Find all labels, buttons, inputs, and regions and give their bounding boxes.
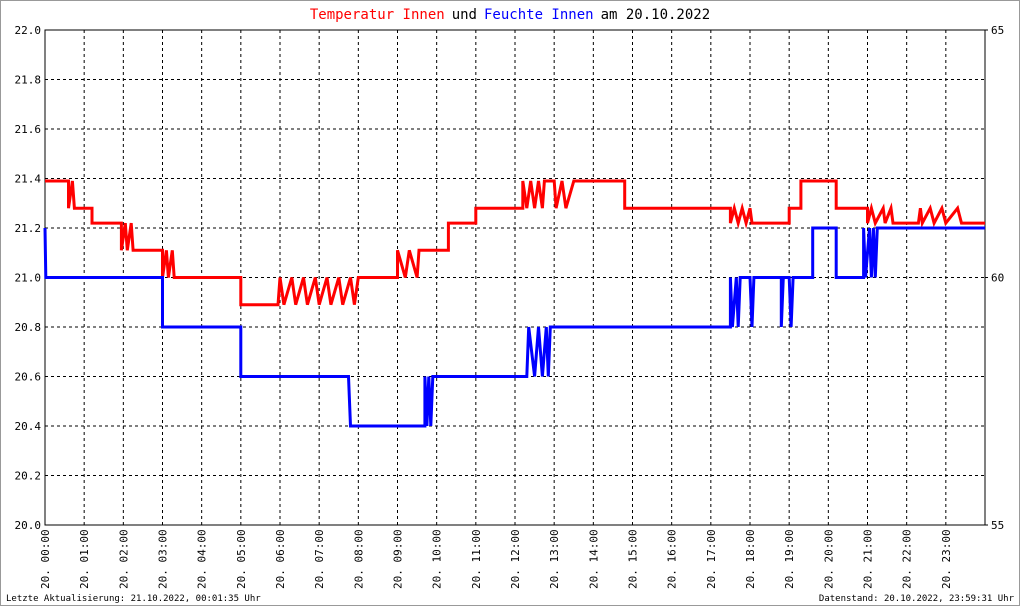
x-tick-label: 20. 05:00 <box>235 529 248 589</box>
y-tick-label: 21.4 <box>15 173 42 186</box>
x-tick-label: 20. 01:00 <box>78 529 91 589</box>
x-tick-label: 20. 07:00 <box>313 529 326 589</box>
y2-tick-label: 60 <box>991 272 1004 285</box>
x-tick-label: 20. 03:00 <box>157 529 170 589</box>
y-tick-label: 21.0 <box>15 272 42 285</box>
y-tick-label: 21.8 <box>15 74 42 87</box>
x-tick-label: 20. 21:00 <box>862 529 875 589</box>
x-tick-label: 20. 16:00 <box>666 529 679 589</box>
y-tick-label: 20.4 <box>15 420 42 433</box>
x-tick-label: 20. 04:00 <box>196 529 209 589</box>
x-tick-label: 20. 10:00 <box>431 529 444 589</box>
y-tick-label: 20.6 <box>15 371 42 384</box>
y-tick-label: 22.0 <box>15 24 42 37</box>
y-tick-label: 20.2 <box>15 470 42 483</box>
footer-left: Letzte Aktualisierung: 21.10.2022, 00:01… <box>6 594 261 604</box>
x-tick-label: 20. 12:00 <box>509 529 522 589</box>
y-tick-label: 20.8 <box>15 321 42 334</box>
y-tick-label: 21.6 <box>15 123 42 136</box>
footer-right: Datenstand: 20.10.2022, 23:59:31 Uhr <box>819 594 1015 604</box>
title-part: am 20.10.2022 <box>601 7 711 23</box>
y2-tick-label: 65 <box>991 24 1004 37</box>
x-tick-label: 20. 00:00 <box>39 529 52 589</box>
x-tick-label: 20. 11:00 <box>470 529 483 589</box>
x-tick-label: 20. 06:00 <box>274 529 287 589</box>
x-tick-label: 20. 22:00 <box>901 529 914 589</box>
data-line <box>43 226 985 428</box>
x-tick-label: 20. 15:00 <box>627 529 640 589</box>
title-part: Temperatur Innen <box>310 7 445 23</box>
x-tick-label: 20. 13:00 <box>548 529 561 589</box>
x-tick-label: 20. 23:00 <box>940 529 953 589</box>
x-tick-label: 20. 02:00 <box>117 529 130 589</box>
x-tick-label: 20. 14:00 <box>587 529 600 589</box>
x-tick-label: 20. 19:00 <box>783 529 796 589</box>
title-part: Feuchte Innen <box>484 7 594 23</box>
y-tick-label: 20.0 <box>15 519 42 532</box>
y-tick-label: 21.2 <box>15 222 42 235</box>
data-line <box>45 179 985 307</box>
x-tick-label: 20. 17:00 <box>705 529 718 589</box>
title-part: und <box>452 7 477 23</box>
x-tick-label: 20. 18:00 <box>744 529 757 589</box>
chart-title: Temperatur Innen und Feuchte Innen am 20.10… <box>310 7 710 23</box>
y2-tick-label: 55 <box>991 519 1004 532</box>
x-tick-label: 20. 08:00 <box>352 529 365 589</box>
x-tick-label: 20. 09:00 <box>392 529 405 589</box>
x-tick-label: 20. 20:00 <box>822 529 835 589</box>
